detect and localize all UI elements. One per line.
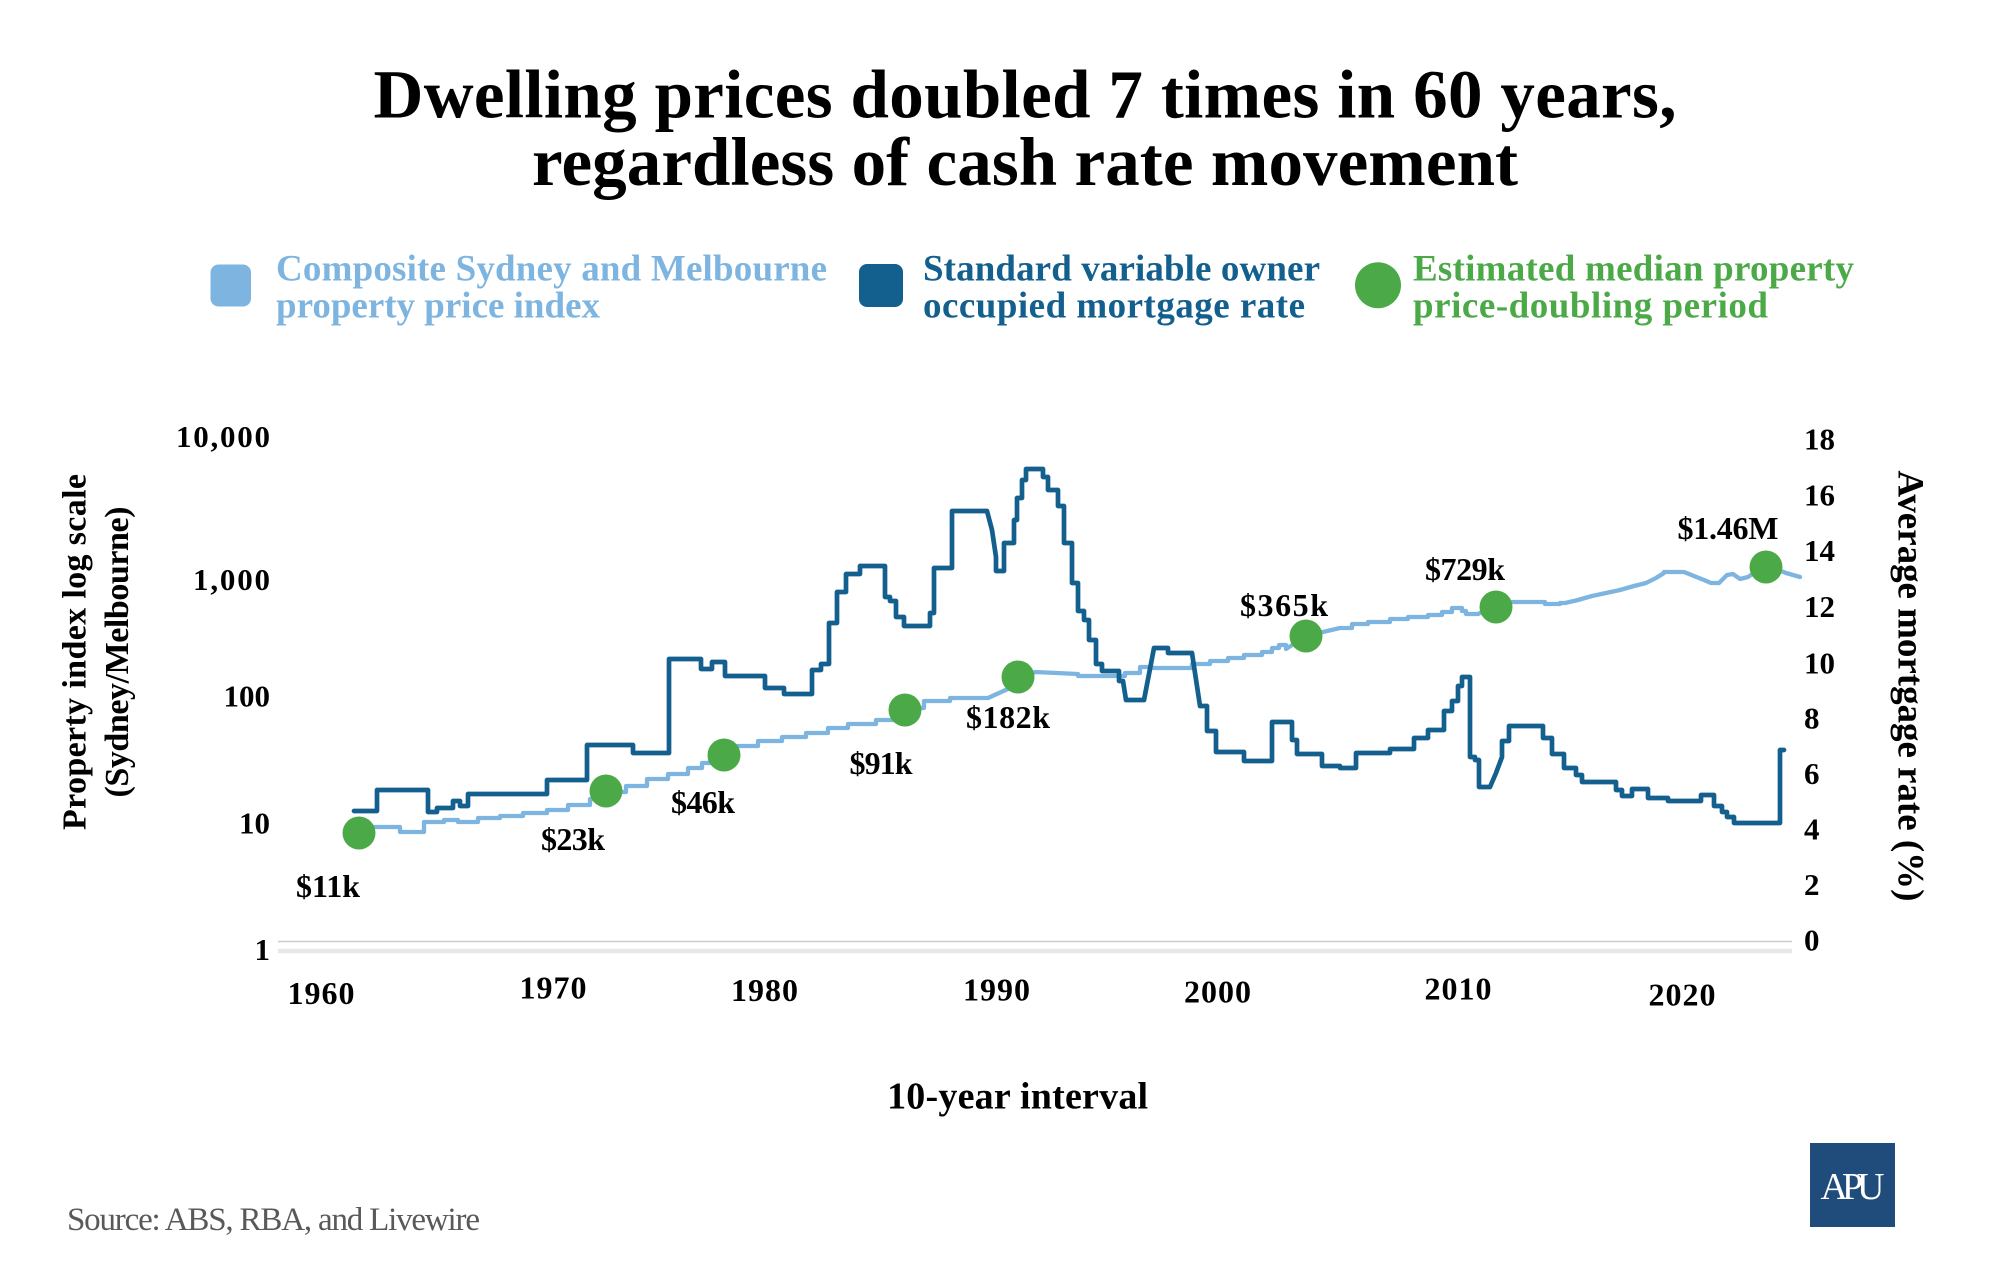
svg-text:property price index: property price index <box>276 286 601 327</box>
svg-text:Property index log scale: Property index log scale <box>56 474 93 830</box>
svg-text:2020: 2020 <box>1649 977 1716 1013</box>
svg-text:$11k: $11k <box>296 868 360 904</box>
svg-text:16: 16 <box>1804 478 1835 513</box>
svg-text:occupied mortgage rate: occupied mortgage rate <box>923 286 1305 327</box>
svg-text:Composite Sydney and Melbourne: Composite Sydney and Melbourne <box>276 249 827 290</box>
svg-text:1960: 1960 <box>288 975 355 1011</box>
svg-text:Standard variable owner: Standard variable owner <box>923 249 1320 290</box>
svg-text:$365k: $365k <box>1240 587 1328 623</box>
svg-text:$91k: $91k <box>850 745 913 781</box>
svg-text:$729k: $729k <box>1425 551 1505 587</box>
svg-text:100: 100 <box>224 679 271 714</box>
svg-text:1990: 1990 <box>963 972 1030 1008</box>
svg-text:2010: 2010 <box>1425 971 1492 1007</box>
svg-text:2: 2 <box>1804 867 1820 902</box>
svg-text:1970: 1970 <box>520 970 587 1006</box>
svg-text:4: 4 <box>1804 812 1820 847</box>
svg-text:10: 10 <box>239 806 270 841</box>
svg-text:$46k: $46k <box>671 784 735 820</box>
svg-text:$23k: $23k <box>541 821 605 857</box>
svg-text:8: 8 <box>1804 701 1820 736</box>
svg-text:$1.46M: $1.46M <box>1678 510 1779 546</box>
svg-text:(Sydney/Melbourne): (Sydney/Melbourne) <box>99 507 136 798</box>
svg-text:Estimated median property: Estimated median property <box>1413 249 1855 290</box>
svg-text:$182k: $182k <box>966 699 1050 735</box>
svg-text:2000: 2000 <box>1184 974 1251 1010</box>
svg-text:10-year interval: 10-year interval <box>887 1075 1148 1117</box>
svg-text:1: 1 <box>255 932 271 967</box>
svg-text:Dwelling prices doubled 7 time: Dwelling prices doubled 7 times in 60 ye… <box>374 57 1677 133</box>
svg-text:Average mortgage rate (%): Average mortgage rate (%) <box>1890 470 1931 901</box>
svg-text:10,000: 10,000 <box>176 419 270 454</box>
svg-text:10: 10 <box>1804 645 1835 680</box>
svg-text:price-doubling period: price-doubling period <box>1413 286 1768 327</box>
svg-text:Source: ABS, RBA, and Livewire: Source: ABS, RBA, and Livewire <box>67 1202 480 1238</box>
svg-text:6: 6 <box>1804 756 1820 791</box>
svg-text:regardless of cash rate moveme: regardless of cash rate movement <box>532 124 1518 200</box>
svg-text:APU: APU <box>1821 1166 1885 1208</box>
svg-text:0: 0 <box>1804 923 1820 958</box>
svg-text:12: 12 <box>1804 589 1835 624</box>
svg-text:18: 18 <box>1804 422 1835 457</box>
svg-text:1,000: 1,000 <box>193 562 270 597</box>
svg-text:14: 14 <box>1804 533 1835 568</box>
svg-text:1980: 1980 <box>731 972 798 1008</box>
